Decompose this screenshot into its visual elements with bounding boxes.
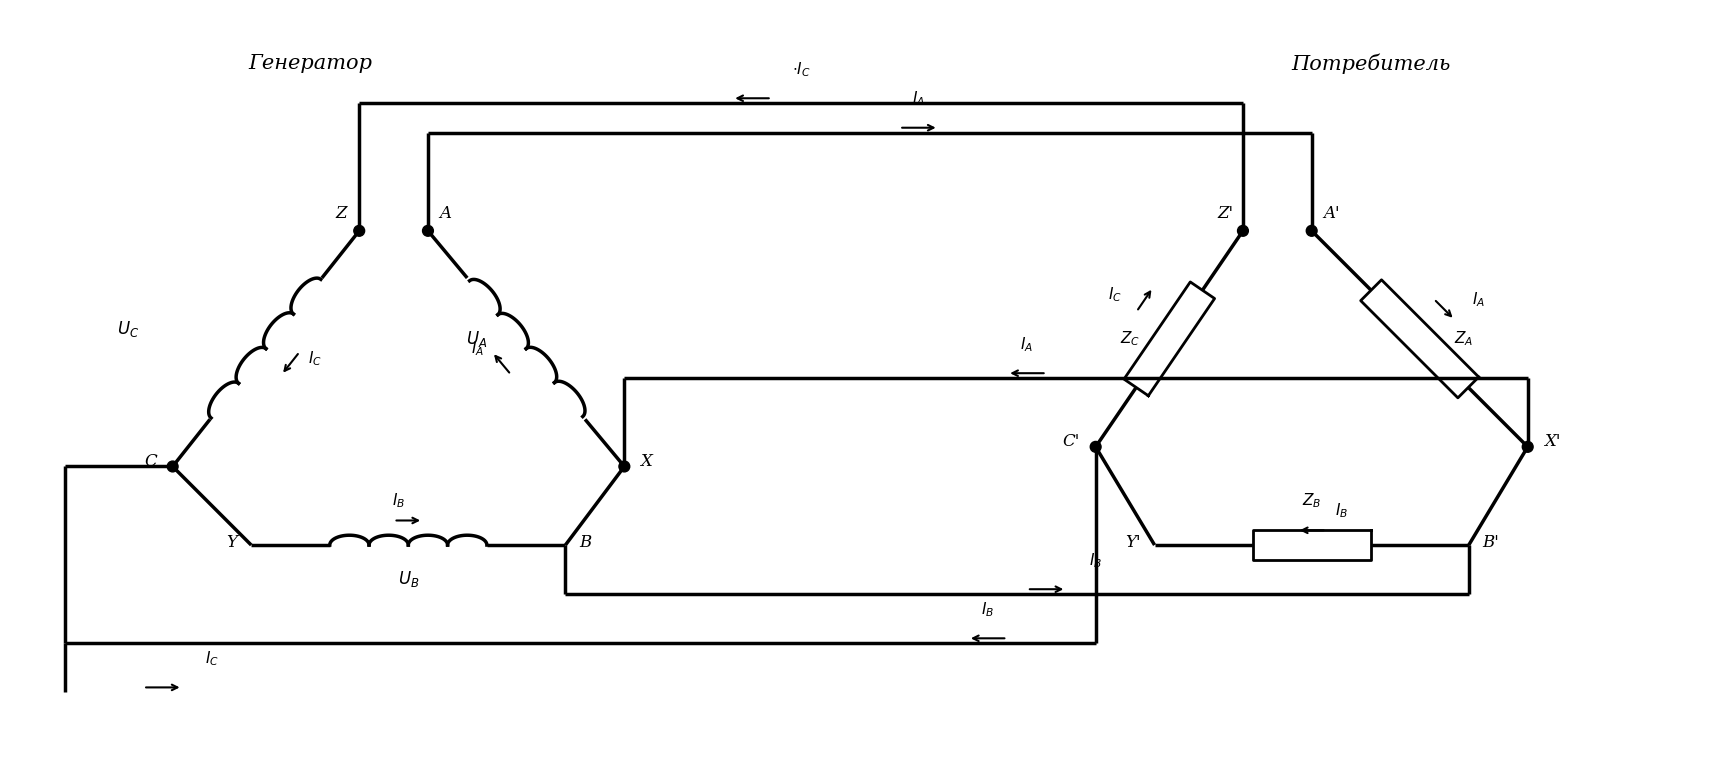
Circle shape bbox=[354, 226, 365, 237]
Polygon shape bbox=[1361, 280, 1479, 398]
Circle shape bbox=[423, 226, 433, 237]
Circle shape bbox=[619, 461, 630, 472]
Text: A': A' bbox=[1323, 204, 1340, 222]
Text: $Z_B$: $Z_B$ bbox=[1302, 492, 1321, 510]
Text: $I_A$: $I_A$ bbox=[471, 339, 483, 358]
Text: $U_C$: $U_C$ bbox=[117, 319, 139, 339]
Circle shape bbox=[1522, 442, 1533, 452]
Text: $U_A$: $U_A$ bbox=[466, 329, 488, 349]
Text: Потребитель: Потребитель bbox=[1292, 54, 1450, 74]
Polygon shape bbox=[1252, 531, 1371, 560]
Text: A: A bbox=[440, 204, 452, 222]
Text: $I_A$: $I_A$ bbox=[1472, 290, 1484, 309]
Text: Z: Z bbox=[335, 204, 347, 222]
Text: B: B bbox=[580, 534, 592, 551]
Text: Z': Z' bbox=[1218, 204, 1233, 222]
Text: Y: Y bbox=[225, 534, 237, 551]
Text: C: C bbox=[144, 453, 158, 470]
Text: $I_C$: $I_C$ bbox=[1108, 285, 1121, 304]
Circle shape bbox=[167, 461, 179, 472]
Text: $Z_C$: $Z_C$ bbox=[1120, 329, 1140, 348]
Text: X': X' bbox=[1545, 433, 1560, 451]
Text: Y': Y' bbox=[1125, 534, 1140, 551]
Circle shape bbox=[1238, 226, 1249, 237]
Text: $I_B$: $I_B$ bbox=[1089, 551, 1103, 570]
Text: Генератор: Генератор bbox=[248, 55, 372, 74]
Text: $I_C$: $I_C$ bbox=[205, 649, 218, 667]
Text: $I_B$: $I_B$ bbox=[392, 492, 406, 510]
Text: C': C' bbox=[1063, 433, 1080, 451]
Text: $I_A$: $I_A$ bbox=[1020, 335, 1034, 353]
Text: $I_C$: $I_C$ bbox=[308, 349, 322, 368]
Text: $Z_A$: $Z_A$ bbox=[1453, 329, 1474, 348]
Text: $U_B$: $U_B$ bbox=[397, 569, 420, 589]
Text: $\cdot I_C$: $\cdot I_C$ bbox=[791, 60, 810, 78]
Polygon shape bbox=[1123, 282, 1214, 396]
Circle shape bbox=[1305, 226, 1318, 237]
Circle shape bbox=[1090, 442, 1101, 452]
Text: B': B' bbox=[1483, 534, 1498, 551]
Text: $I_A$: $I_A$ bbox=[912, 89, 925, 108]
Text: X: X bbox=[640, 453, 652, 470]
Text: $I_B$: $I_B$ bbox=[980, 600, 994, 619]
Text: $I_B$: $I_B$ bbox=[1335, 502, 1348, 520]
